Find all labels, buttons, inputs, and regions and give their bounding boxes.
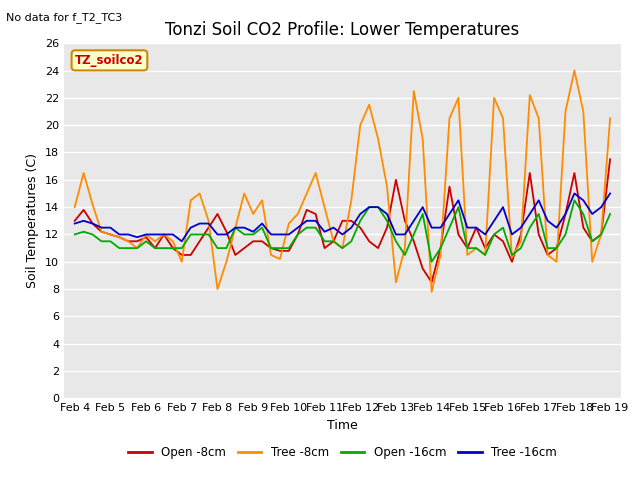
Line: Open -8cm: Open -8cm [75, 159, 610, 282]
Tree -16cm [401, 231, 409, 237]
Tree -8cm [356, 122, 364, 128]
Open -8cm [259, 239, 266, 244]
Tree -16cm [365, 204, 373, 210]
Open -16cm [178, 245, 186, 251]
Open -16cm [428, 259, 435, 264]
Tree -16cm [178, 239, 186, 244]
Text: TZ_soilco2: TZ_soilco2 [75, 54, 144, 67]
Tree -16cm [267, 231, 275, 237]
Open -16cm [356, 218, 364, 224]
Open -16cm [606, 211, 614, 217]
Y-axis label: Soil Temperatures (C): Soil Temperatures (C) [26, 153, 39, 288]
Open -16cm [544, 245, 552, 251]
Tree -8cm [392, 279, 400, 285]
Tree -16cm [544, 218, 552, 224]
Open -8cm [178, 252, 186, 258]
Open -16cm [196, 231, 204, 237]
X-axis label: Time: Time [327, 419, 358, 432]
Line: Tree -8cm: Tree -8cm [75, 71, 610, 292]
Line: Open -16cm: Open -16cm [75, 200, 610, 262]
Open -8cm [356, 225, 364, 230]
Line: Tree -16cm: Tree -16cm [75, 193, 610, 241]
Tree -8cm [178, 259, 186, 264]
Text: No data for f_T2_TC3: No data for f_T2_TC3 [6, 12, 123, 23]
Tree -8cm [259, 197, 266, 203]
Open -8cm [392, 177, 400, 183]
Tree -16cm [71, 221, 79, 227]
Tree -8cm [71, 204, 79, 210]
Open -8cm [196, 239, 204, 244]
Tree -8cm [544, 252, 552, 258]
Tree -16cm [205, 221, 212, 227]
Open -16cm [570, 197, 578, 203]
Tree -8cm [570, 68, 578, 73]
Open -8cm [428, 279, 435, 285]
Tree -16cm [606, 191, 614, 196]
Open -8cm [606, 156, 614, 162]
Tree -16cm [570, 191, 578, 196]
Tree -8cm [196, 191, 204, 196]
Tree -16cm [187, 225, 195, 230]
Open -8cm [544, 252, 552, 258]
Open -16cm [71, 231, 79, 237]
Open -8cm [71, 218, 79, 224]
Title: Tonzi Soil CO2 Profile: Lower Temperatures: Tonzi Soil CO2 Profile: Lower Temperatur… [165, 21, 520, 39]
Open -16cm [392, 239, 400, 244]
Legend: Open -8cm, Tree -8cm, Open -16cm, Tree -16cm: Open -8cm, Tree -8cm, Open -16cm, Tree -… [124, 441, 561, 464]
Tree -8cm [606, 116, 614, 121]
Tree -8cm [428, 289, 435, 295]
Open -16cm [259, 225, 266, 230]
